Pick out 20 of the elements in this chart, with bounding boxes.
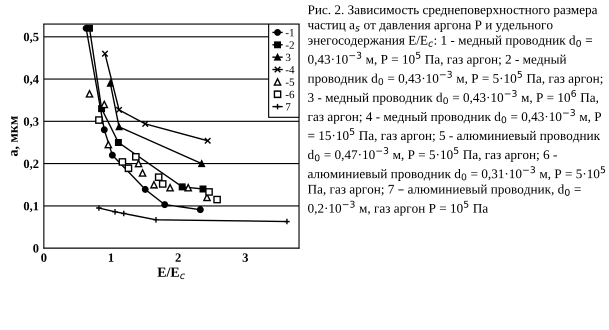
y-tick-label: 0,5 xyxy=(24,32,39,44)
x-tick-label: 1 xyxy=(108,253,114,262)
legend-label: -6 xyxy=(286,90,294,98)
legend-label: 3 xyxy=(286,54,290,62)
y-tick-label: 0 xyxy=(33,244,39,253)
x-tick-label: 0 xyxy=(41,253,46,262)
y-axis-title: a, мкм xyxy=(11,116,20,156)
legend-label: -5 xyxy=(286,78,294,86)
text: Рис. 2. Зависимость среднеповерхностного размера частиц a$_{s}$ от давления аргона P и удельного энегосодержания E/E$_{c}$: 1 - медный проводник d$_{0}$ = 0,43·10$^{−3}$ м, P = 10$^{5}$ Па, газ аргон; 2 - медный проводник d$_{0}$ = 0,43·10$^{−3}$ м, P = 5·10$^{5}$ Па, газ аргон; 3 - медный проводник d$_{0}$ = 0,43·10$^{−3}$ м, P = 10$^{6}$ Па, газ аргон; 4 - медный проводник d$_{0}$ = 0,43·10$^{−3}$ м, P = 15·10$^{5}$ Па, газ аргон; 5 - алюминиевый проводник d$_{0}$ = 0,47·10$^{−3}$ м, P = 5·10$^{5}$ Па, газ аргон; 6 - алюминиевый проводник d$_{0}$ = 0,31·10$^{−3}$ м, P = 5·10$^{5}$ Па, газ аргон; 7 – алюминиевый проводник, d$_{0}$ = 0,2·10$^{−3}$ м, газ аргон P = 10$^{5}$ Па xyxy=(308,5,606,216)
y-tick-label: 0,3 xyxy=(24,117,39,128)
x-axis-title: E/E$_{c}$ xyxy=(158,268,185,280)
legend-label: -2 xyxy=(286,41,294,49)
x-tick-label: 3 xyxy=(242,253,248,262)
x-tick-label: 2 xyxy=(176,253,181,262)
y-tick-label: 0,2 xyxy=(24,160,38,170)
legend-label: 7 xyxy=(286,103,291,111)
legend-label: -4 xyxy=(286,66,294,74)
y-tick-label: 0,1 xyxy=(24,202,38,212)
legend-label: -1 xyxy=(286,28,294,36)
y-tick-label: 0,4 xyxy=(24,75,39,86)
